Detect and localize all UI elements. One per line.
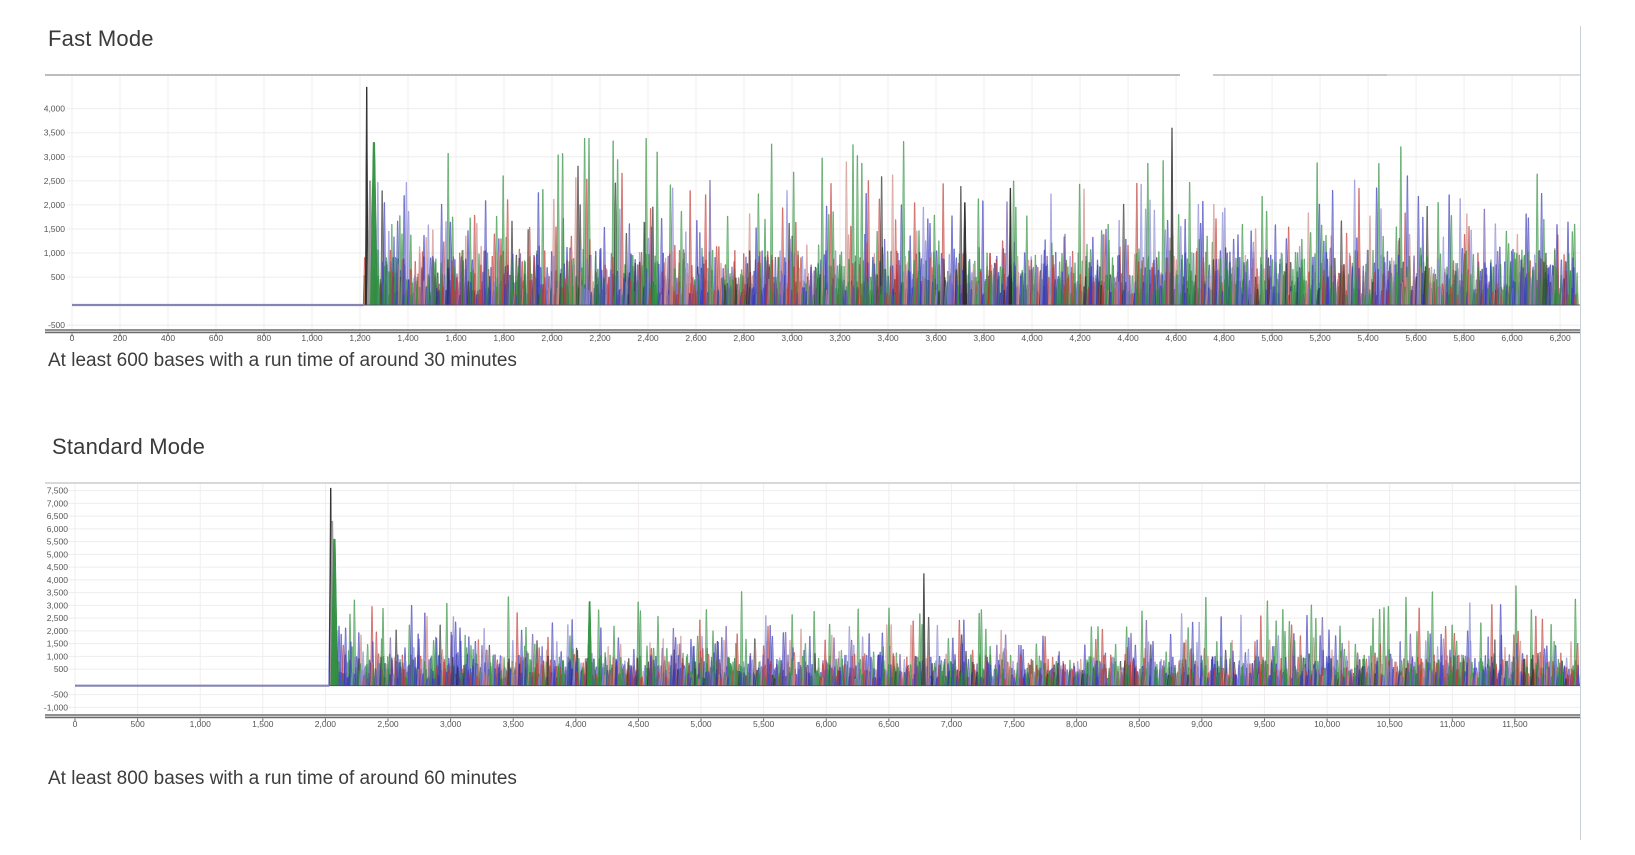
svg-text:6,500: 6,500 xyxy=(47,511,69,521)
svg-text:3,500: 3,500 xyxy=(44,128,66,138)
svg-text:3,000: 3,000 xyxy=(44,152,66,162)
svg-text:10,500: 10,500 xyxy=(1377,719,1403,729)
svg-text:3,500: 3,500 xyxy=(503,719,525,729)
svg-text:2,000: 2,000 xyxy=(541,333,563,343)
svg-text:5,500: 5,500 xyxy=(47,537,69,547)
svg-text:2,500: 2,500 xyxy=(377,719,399,729)
svg-text:7,500: 7,500 xyxy=(1003,719,1025,729)
svg-text:2,500: 2,500 xyxy=(44,176,66,186)
svg-text:4,400: 4,400 xyxy=(1117,333,1139,343)
svg-text:4,500: 4,500 xyxy=(628,719,650,729)
svg-text:3,600: 3,600 xyxy=(925,333,947,343)
svg-text:-1,000: -1,000 xyxy=(44,702,68,712)
svg-text:5,600: 5,600 xyxy=(1405,333,1427,343)
svg-text:3,500: 3,500 xyxy=(47,588,69,598)
svg-text:6,200: 6,200 xyxy=(1549,333,1571,343)
svg-text:8,000: 8,000 xyxy=(1066,719,1088,729)
svg-text:-500: -500 xyxy=(48,320,65,330)
svg-text:7,000: 7,000 xyxy=(941,719,963,729)
svg-text:2,400: 2,400 xyxy=(637,333,659,343)
svg-text:2,200: 2,200 xyxy=(589,333,611,343)
svg-text:2,500: 2,500 xyxy=(47,613,69,623)
panel-divider xyxy=(1580,26,1581,840)
svg-text:3,000: 3,000 xyxy=(781,333,803,343)
svg-text:1,500: 1,500 xyxy=(252,719,274,729)
svg-text:2,000: 2,000 xyxy=(44,200,66,210)
svg-text:800: 800 xyxy=(257,333,271,343)
svg-text:5,200: 5,200 xyxy=(1309,333,1331,343)
svg-text:10,000: 10,000 xyxy=(1314,719,1340,729)
svg-text:4,000: 4,000 xyxy=(1021,333,1043,343)
svg-text:2,600: 2,600 xyxy=(685,333,707,343)
svg-text:6,500: 6,500 xyxy=(878,719,900,729)
svg-text:5,800: 5,800 xyxy=(1453,333,1475,343)
svg-text:6,000: 6,000 xyxy=(47,524,69,534)
svg-text:11,000: 11,000 xyxy=(1440,719,1466,729)
svg-text:5,000: 5,000 xyxy=(1261,333,1283,343)
svg-text:2,800: 2,800 xyxy=(733,333,755,343)
svg-text:1,000: 1,000 xyxy=(47,651,69,661)
svg-text:0: 0 xyxy=(70,333,75,343)
svg-text:3,200: 3,200 xyxy=(829,333,851,343)
svg-text:8,500: 8,500 xyxy=(1129,719,1151,729)
svg-text:4,000: 4,000 xyxy=(47,575,69,585)
svg-text:500: 500 xyxy=(51,272,65,282)
svg-text:4,800: 4,800 xyxy=(1213,333,1235,343)
svg-text:1,000: 1,000 xyxy=(44,248,66,258)
svg-text:1,000: 1,000 xyxy=(301,333,323,343)
svg-text:11,500: 11,500 xyxy=(1502,719,1528,729)
svg-text:2,000: 2,000 xyxy=(47,626,69,636)
svg-text:5,000: 5,000 xyxy=(47,549,69,559)
svg-text:1,500: 1,500 xyxy=(44,224,66,234)
svg-text:1,600: 1,600 xyxy=(445,333,467,343)
svg-text:3,000: 3,000 xyxy=(440,719,462,729)
svg-text:1,400: 1,400 xyxy=(397,333,419,343)
svg-text:7,000: 7,000 xyxy=(47,498,69,508)
svg-text:6,000: 6,000 xyxy=(1501,333,1523,343)
svg-text:5,400: 5,400 xyxy=(1357,333,1379,343)
svg-text:4,600: 4,600 xyxy=(1165,333,1187,343)
svg-text:9,000: 9,000 xyxy=(1191,719,1213,729)
svg-text:7,500: 7,500 xyxy=(47,486,69,496)
svg-text:6,000: 6,000 xyxy=(816,719,838,729)
svg-text:5,000: 5,000 xyxy=(690,719,712,729)
svg-text:200: 200 xyxy=(113,333,127,343)
figure-title-standard-mode: Standard Mode xyxy=(52,434,206,459)
svg-text:400: 400 xyxy=(161,333,175,343)
standard-mode-electropherogram-chart: 0 500 1,000 1,500 2,000 2,500 3,000 3,500 4,000 4… xyxy=(44,482,1580,729)
svg-text:500: 500 xyxy=(54,664,68,674)
svg-text:1,000: 1,000 xyxy=(190,719,212,729)
figure-title-fast-mode: Fast Mode xyxy=(48,26,154,51)
svg-text:1,800: 1,800 xyxy=(493,333,515,343)
svg-text:2,000: 2,000 xyxy=(315,719,337,729)
fast-mode-electropherogram-chart: 0 200 400 600 800 1,000 1,200 1,400 1,600 1,800 2,… xyxy=(44,74,1580,343)
svg-text:9,500: 9,500 xyxy=(1254,719,1276,729)
svg-text:3,000: 3,000 xyxy=(47,600,69,610)
svg-text:1,500: 1,500 xyxy=(47,639,69,649)
figure-caption-standard-mode: At least 800 bases with a run time of ar… xyxy=(48,768,517,789)
svg-text:4,200: 4,200 xyxy=(1069,333,1091,343)
svg-text:3,800: 3,800 xyxy=(973,333,995,343)
svg-text:4,500: 4,500 xyxy=(47,562,69,572)
svg-text:500: 500 xyxy=(131,719,145,729)
svg-text:-500: -500 xyxy=(51,690,68,700)
svg-text:600: 600 xyxy=(209,333,223,343)
svg-text:5,500: 5,500 xyxy=(753,719,775,729)
figure-caption-fast-mode: At least 600 bases with a run time of ar… xyxy=(48,350,517,371)
svg-text:4,000: 4,000 xyxy=(565,719,587,729)
svg-text:0: 0 xyxy=(73,719,78,729)
svg-text:4,000: 4,000 xyxy=(44,104,66,114)
svg-text:1,200: 1,200 xyxy=(349,333,371,343)
svg-text:3,400: 3,400 xyxy=(877,333,899,343)
